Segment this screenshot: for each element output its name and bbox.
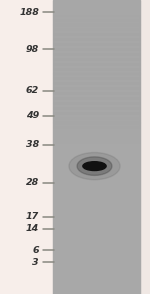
Bar: [53, 255, 140, 260]
Bar: [53, 0, 140, 5]
Bar: [53, 270, 140, 274]
Bar: [53, 142, 140, 147]
Bar: [53, 44, 140, 49]
Bar: [53, 74, 140, 78]
Text: 62: 62: [26, 86, 39, 95]
Bar: [0, 0, 53, 294]
Ellipse shape: [77, 157, 112, 175]
Text: 98: 98: [26, 45, 39, 54]
Bar: [53, 157, 140, 162]
Bar: [53, 118, 140, 123]
Bar: [53, 250, 140, 255]
Text: 14: 14: [26, 224, 39, 233]
Bar: [53, 88, 140, 93]
Bar: [53, 191, 140, 196]
Bar: [140, 0, 150, 294]
Bar: [53, 176, 140, 181]
Bar: [53, 24, 140, 29]
Bar: [53, 240, 140, 245]
Bar: [53, 5, 140, 10]
Bar: [53, 289, 140, 294]
Bar: [53, 201, 140, 206]
Text: 17: 17: [26, 213, 39, 221]
Bar: [53, 216, 140, 220]
Bar: [53, 181, 140, 186]
Bar: [53, 245, 140, 250]
Bar: [53, 59, 140, 64]
Bar: [53, 39, 140, 44]
Bar: [53, 284, 140, 289]
Bar: [53, 64, 140, 69]
Bar: [53, 49, 140, 54]
Bar: [53, 132, 140, 137]
Ellipse shape: [83, 162, 106, 171]
Text: 28: 28: [26, 178, 39, 187]
Bar: [53, 103, 140, 108]
Bar: [53, 10, 140, 15]
Ellipse shape: [69, 153, 120, 180]
Bar: [53, 206, 140, 211]
Bar: [53, 78, 140, 83]
Bar: [53, 34, 140, 39]
Bar: [53, 279, 140, 284]
Bar: [53, 196, 140, 201]
Bar: [53, 265, 140, 270]
Bar: [53, 83, 140, 88]
Bar: [53, 0, 140, 294]
Bar: [53, 127, 140, 132]
Bar: [53, 162, 140, 167]
Bar: [53, 54, 140, 59]
Bar: [53, 225, 140, 230]
Text: 6: 6: [32, 246, 39, 255]
Text: 38: 38: [26, 140, 39, 149]
Bar: [53, 152, 140, 157]
Bar: [53, 147, 140, 152]
Text: 3: 3: [32, 258, 39, 267]
Bar: [53, 235, 140, 240]
Bar: [53, 29, 140, 34]
Bar: [53, 15, 140, 20]
Bar: [53, 98, 140, 103]
Bar: [53, 123, 140, 127]
Bar: [53, 113, 140, 118]
Bar: [53, 69, 140, 74]
Text: 188: 188: [19, 8, 39, 17]
Bar: [53, 108, 140, 113]
Bar: [53, 171, 140, 176]
Text: 49: 49: [26, 111, 39, 120]
Bar: [53, 137, 140, 142]
Bar: [53, 260, 140, 265]
Bar: [53, 274, 140, 279]
Bar: [53, 93, 140, 98]
Bar: [53, 186, 140, 191]
Bar: [53, 167, 140, 171]
Bar: [53, 230, 140, 235]
Bar: [53, 220, 140, 225]
Bar: [53, 20, 140, 24]
Bar: [53, 211, 140, 216]
